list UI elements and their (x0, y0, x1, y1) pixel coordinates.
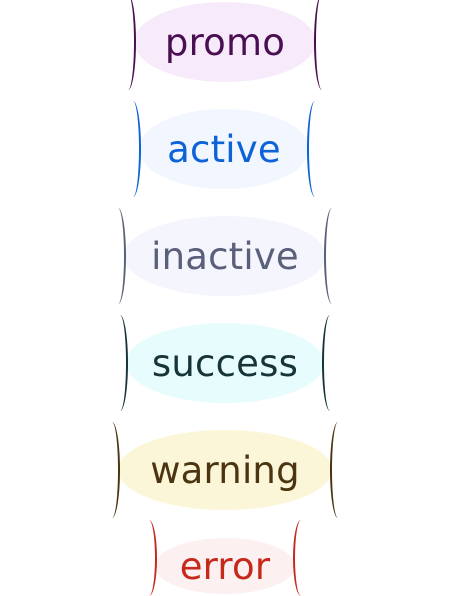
badge-bracket-left (112, 315, 128, 411)
badge-bracket-right (330, 422, 346, 518)
status-badge-label: active (167, 127, 281, 171)
status-badge-label: success (151, 341, 299, 385)
status-badge-label: inactive (151, 234, 299, 278)
badge-bracket-left (125, 101, 141, 197)
status-badge-label: error (179, 544, 271, 588)
badge-bracket-left (141, 520, 157, 596)
badge-bracket-left (120, 0, 136, 90)
status-badge-error: error (155, 520, 295, 596)
status-badge-inactive: inactive (124, 208, 326, 304)
badge-bracket-right (314, 0, 330, 90)
badge-bracket-right (307, 101, 323, 197)
status-badge-success: success (126, 315, 324, 411)
badge-bracket-right (293, 520, 309, 596)
status-badge-warning: warning (118, 422, 332, 518)
badge-bracket-right (322, 315, 338, 411)
badge-bracket-right (324, 208, 340, 304)
status-badge-label: warning (150, 448, 300, 492)
badge-bracket-left (104, 422, 120, 518)
badge-bracket-left (110, 208, 126, 304)
status-badge-label: promo (164, 20, 286, 64)
status-badge-promo: promo (134, 0, 316, 90)
status-badge-active: active (139, 101, 309, 197)
